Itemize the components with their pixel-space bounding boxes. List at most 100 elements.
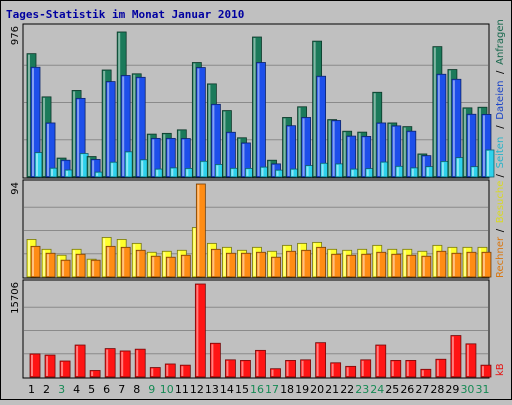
bar-highlight [448,248,451,276]
bar-kb-day-7 [119,350,131,378]
bar-highlight [133,74,136,176]
bar-highlight [343,251,346,276]
bar-rechner-day-6 [105,245,116,278]
day-label-29: 29 [445,383,459,396]
bar-rechner-day-27 [421,255,432,278]
bar-highlight [426,167,429,176]
day-label-8: 8 [133,383,140,396]
bar-highlight [478,248,481,276]
day-label-19: 19 [295,383,309,396]
bar-highlight [313,42,316,177]
bar-highlight [227,254,230,276]
bar-kb-day-10 [164,363,176,378]
bar-highlight [126,152,129,176]
bar-highlight [107,82,110,176]
bar-highlight [62,261,65,276]
bar-rechner-day-2 [45,252,56,278]
bar-highlight [242,143,245,176]
day-label-2: 2 [43,383,50,396]
day-label-27: 27 [415,383,429,396]
bar-highlight [241,361,244,376]
bar-highlight [32,247,34,276]
bar-highlight [43,97,46,176]
bar-rechner-day-15 [241,252,251,278]
bar-highlight [238,138,241,176]
bar-highlight [103,238,106,276]
bar-rechner-day-16 [256,251,266,278]
bar-highlight [377,123,380,176]
bar-kb-day-6 [104,348,116,378]
bar-highlight [107,247,110,276]
bar-highlight [437,75,440,176]
bar-highlight [346,367,349,376]
bar-highlight [118,240,121,276]
bar-highlight [482,253,485,276]
bar-highlight [223,111,226,176]
bar-highlight [343,132,346,176]
bar-kb-day-17 [270,368,281,378]
legend-seiten: Seiten [495,137,506,169]
bar-highlight [88,157,91,176]
bar-highlight [51,169,54,176]
bar-highlight [96,173,99,176]
bar-highlight [407,256,410,276]
bar-rechner-day-10 [165,256,176,278]
bar-highlight [403,250,406,276]
bar-kb-day-3 [59,360,71,378]
bar-highlight [246,169,249,176]
legend-dateien: Dateien [495,81,506,120]
bar-rechner-day-19 [301,249,311,278]
bar-highlight [193,228,196,276]
bar-highlight [287,126,290,176]
bar-highlight [362,137,365,176]
bar-highlight [463,108,466,176]
bar-highlight [137,78,140,176]
bar-highlight [31,354,33,376]
day-label-26: 26 [400,383,414,396]
legend-rechner: Rechner [495,236,506,278]
legend-anfragen: Anfragen [495,19,506,65]
bar-rechner-day-11 [180,254,191,278]
bar-highlight [73,91,76,176]
bar-highlight [227,133,230,176]
bar-kb-day-23 [360,359,372,378]
bar-highlight [268,161,271,176]
bar-highlight [193,63,196,177]
y-max-label: 94 [10,182,21,195]
bar-highlight [151,368,154,376]
bar-rechner-day-8 [135,249,146,278]
day-label-12: 12 [190,383,204,396]
bar-highlight [181,366,184,376]
bar-highlight [121,351,124,376]
bar-highlight [141,160,144,176]
bar-highlight [92,261,95,276]
day-label-5: 5 [88,383,95,396]
bar-highlight [148,135,151,176]
bar-highlight [317,77,320,176]
day-label-1: 1 [28,383,35,396]
bar-highlight [467,253,470,276]
bar-highlight [287,252,290,276]
bar-highlight [452,254,455,276]
bar-highlight [118,32,121,176]
bar-highlight [437,252,440,276]
bar-highlight [163,134,166,176]
bar-highlight [336,164,339,176]
bar-highlight [212,105,215,176]
bar-highlight [362,255,365,276]
bar-rechner-day-29 [451,252,462,278]
bar-highlight [361,360,364,376]
bar-kb-day-9 [149,367,161,378]
bar-highlight [418,252,421,276]
bar-highlight [91,371,94,376]
bar-highlight [152,139,155,176]
bar-highlight [456,158,459,176]
bar-highlight [301,360,304,376]
bar-highlight [106,349,109,376]
bar-kb-day-12 [194,283,206,378]
bar-highlight [471,167,474,176]
bar-highlight [178,251,181,276]
bar-highlight [436,360,439,376]
